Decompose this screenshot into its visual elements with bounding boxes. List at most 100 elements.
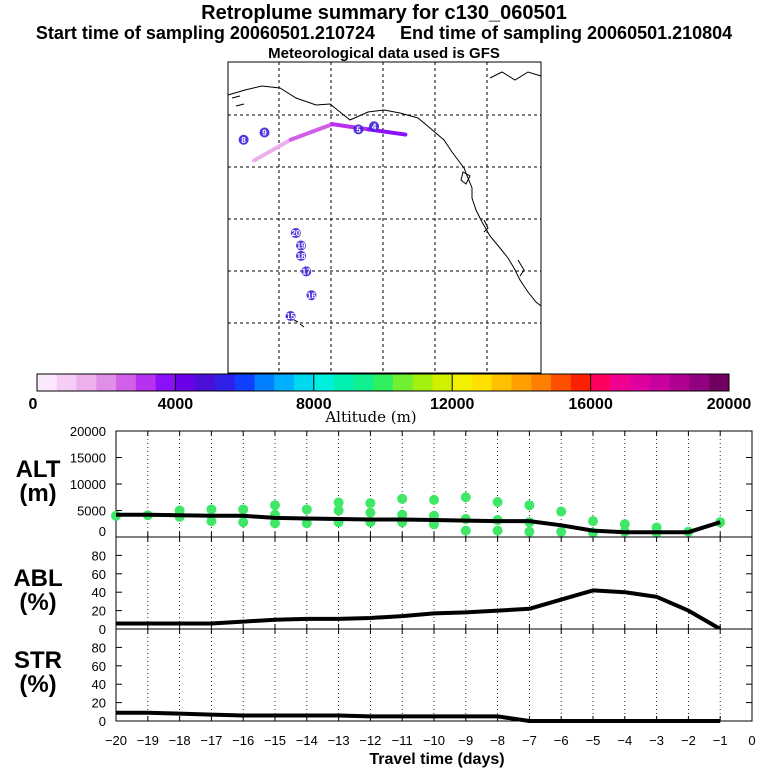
colorbar-cell	[76, 374, 97, 391]
series-line	[116, 588, 722, 631]
panel-abl: 80 60 40 20 0 ABL(%)	[13, 536, 753, 637]
met-data-label: Meteorological data used is GFS	[268, 45, 500, 62]
colorbar-cell	[333, 374, 354, 391]
altitude-point	[365, 498, 376, 509]
y-tick-label: 60	[92, 567, 106, 582]
trajectory-marker-label: 8	[241, 136, 246, 145]
altitude-point	[238, 504, 249, 515]
trajectory-marker-label: 16	[307, 291, 316, 300]
colorbar-cell	[175, 374, 196, 391]
x-tick-label: 0	[748, 733, 755, 748]
map-frame	[227, 61, 542, 374]
y-tick-label: 5000	[77, 504, 106, 519]
colorbar-tick-label: 12000	[430, 396, 475, 413]
colorbar-tick-label: 20000	[707, 396, 752, 413]
panel-label-word: STR	[14, 647, 62, 674]
y-tick-label: 40	[92, 585, 106, 600]
colorbar-cell	[669, 374, 690, 391]
y-tick-label: 80	[92, 640, 106, 655]
altitude-point	[429, 494, 439, 505]
trajectory-marker	[369, 121, 380, 132]
colorbar-cell	[135, 374, 157, 391]
y-tick-label: 20	[92, 604, 106, 619]
altitude-point	[238, 517, 249, 528]
y-tick-label: 60	[92, 659, 106, 674]
x-tick-label: −11	[392, 733, 413, 748]
altitude-point	[651, 522, 662, 533]
trajectory-marker-label: 5	[356, 125, 361, 134]
sampling-times: Start time of sampling 20060501.210724 E…	[0, 23, 768, 44]
panel-label-word: ALT	[16, 456, 61, 483]
colorbar-tick-label: 4000	[158, 396, 194, 413]
colorbar-cell	[195, 374, 216, 391]
colorbar-frame	[36, 373, 730, 392]
x-tick-label: −12	[359, 733, 381, 748]
colorbar-tick-label: 16000	[568, 396, 613, 413]
trajectory-marker	[296, 240, 307, 251]
x-tick-label: −4	[617, 733, 632, 748]
colorbar-cell	[471, 374, 493, 391]
trajectory-marker	[306, 290, 317, 301]
altitude-point	[556, 506, 567, 517]
y-tick-label: 0	[99, 714, 106, 729]
x-axis-title: Travel time (days)	[369, 751, 504, 768]
start-time-label: Start time of sampling 20060501.210724	[35, 23, 375, 43]
trajectory-marker	[301, 266, 312, 277]
colorbar-tick-label: 8000	[296, 396, 332, 413]
altitude-point	[206, 516, 217, 527]
altitude-point	[301, 518, 312, 529]
colorbar-cell	[116, 374, 137, 391]
x-tick-label: −15	[264, 733, 286, 748]
end-time-label: End time of sampling 20060501.210804	[400, 23, 733, 43]
trajectory-segment	[252, 137, 293, 163]
altitude-point	[397, 509, 408, 520]
x-tick-label: −9	[458, 733, 473, 748]
colorbar-cell	[570, 374, 592, 391]
altitude-point	[206, 504, 217, 515]
trajectory-marker	[296, 250, 307, 261]
altitude-point	[301, 504, 312, 515]
x-tick-label: −18	[169, 733, 191, 748]
colorbar-cell	[452, 374, 473, 391]
altitude-point	[270, 500, 280, 511]
colorbar-cell	[412, 374, 433, 391]
colorbar-cell	[392, 374, 414, 391]
x-tick-label: −20	[105, 733, 127, 748]
colorbar-cell	[432, 374, 453, 391]
series-line	[116, 710, 721, 723]
panel-label-unit: (m)	[19, 480, 56, 507]
trajectory-marker	[290, 228, 301, 239]
colorbar-cell	[630, 374, 651, 391]
altitude-point	[492, 497, 503, 508]
panel-label-word: ABL	[13, 565, 62, 592]
x-tick-label: −5	[586, 733, 601, 748]
colorbar-cell	[689, 374, 710, 391]
y-tick-label: 20000	[70, 424, 106, 439]
chart-title: Retroplume summary for c130_060501	[201, 2, 567, 24]
colorbar-tick-label: 0	[29, 396, 38, 413]
colorbar-cell	[531, 374, 552, 391]
y-tick-label: 0	[99, 524, 106, 539]
altitude-colorbar: 0 4000 8000 12000 16000 20000 Altitude (m)	[29, 373, 752, 426]
altitude-point	[270, 518, 280, 529]
x-axis: −20 −19 −18 −17 −16 −15 −14 −13 −12 −11 −10 −9 −8 −7−…	[105, 733, 756, 768]
trajectory-marker-label: 20	[291, 229, 300, 238]
altitude-point	[556, 526, 567, 537]
altitude-point	[460, 525, 471, 536]
x-tick-label: −17	[200, 733, 222, 748]
altitude-point	[174, 505, 185, 516]
colorbar-cell	[294, 374, 315, 391]
colorbar-cell	[551, 374, 572, 391]
x-tick-label: −8	[490, 733, 505, 748]
map-panel: 8 9 5 4 20 19 18 17 16 15	[227, 61, 542, 374]
altitude-point	[460, 492, 471, 503]
colorbar-cell	[649, 374, 671, 391]
colorbar-cell	[610, 374, 631, 391]
altitude-point	[619, 519, 630, 530]
y-tick-label: 15000	[70, 451, 106, 466]
trajectory-marker-label: 19	[297, 241, 306, 250]
altitude-point	[397, 493, 408, 504]
x-tick-label: −19	[137, 733, 159, 748]
altitude-point	[588, 516, 598, 527]
